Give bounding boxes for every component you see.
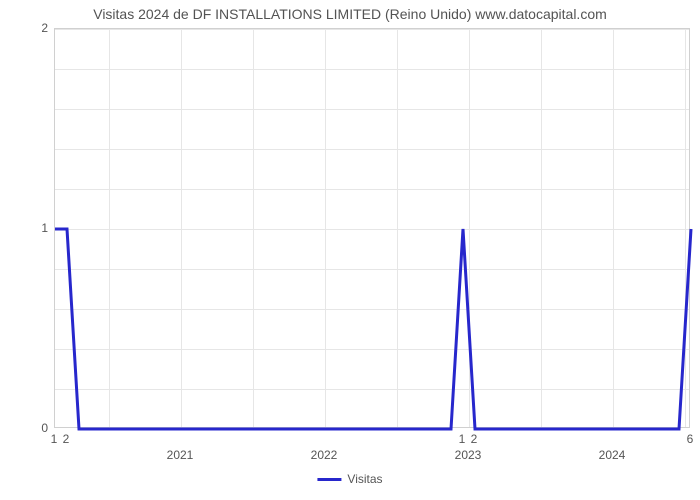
- y-tick-label: 1: [18, 221, 48, 235]
- legend-swatch: [317, 478, 341, 481]
- point-annotation: 2: [63, 432, 70, 446]
- series-line: [55, 29, 691, 429]
- x-tick-label: 2022: [311, 448, 338, 462]
- point-annotation: 6: [687, 432, 694, 446]
- plot-area: [54, 28, 690, 428]
- x-tick-label: 2024: [599, 448, 626, 462]
- visits-line-chart: Visitas 2024 de DF INSTALLATIONS LIMITED…: [0, 0, 700, 500]
- y-tick-label: 0: [18, 421, 48, 435]
- chart-title: Visitas 2024 de DF INSTALLATIONS LIMITED…: [0, 6, 700, 22]
- legend-label: Visitas: [347, 472, 382, 486]
- point-annotation: 2: [471, 432, 478, 446]
- x-tick-label: 2023: [455, 448, 482, 462]
- y-tick-label: 2: [18, 21, 48, 35]
- legend: Visitas: [317, 472, 382, 486]
- point-annotation: 1: [51, 432, 58, 446]
- x-tick-label: 2021: [167, 448, 194, 462]
- series-polyline: [55, 229, 691, 429]
- point-annotation: 1: [459, 432, 466, 446]
